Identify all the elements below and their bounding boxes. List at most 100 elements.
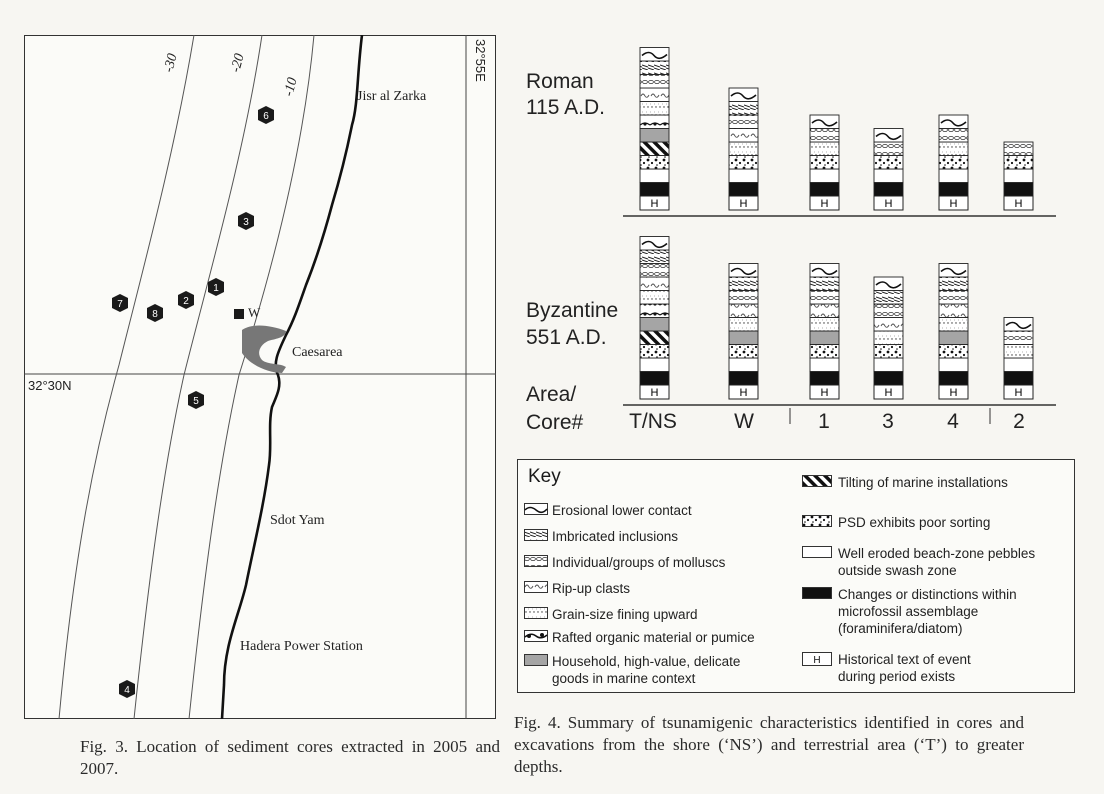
- layer-moll: [639, 263, 670, 278]
- layer-tilt: [639, 330, 670, 345]
- label-longitude: 32°55E: [473, 39, 488, 82]
- coastline: [220, 35, 364, 719]
- layer-tilt: [639, 141, 670, 156]
- roman-period-name: Roman: [526, 70, 594, 93]
- historical-text-mark: H: [885, 387, 893, 399]
- layer-moll: [1003, 141, 1034, 156]
- historical-text-mark: H: [950, 387, 958, 399]
- byzantine-column-2: H: [1003, 317, 1034, 400]
- svg-text:4: 4: [124, 685, 130, 696]
- contour-label-20: -20: [228, 52, 247, 74]
- layer-fine: [728, 141, 759, 156]
- area-label-line2: Core#: [526, 411, 584, 434]
- layer-psd: [728, 344, 759, 359]
- byzantine-column-4: H: [938, 263, 969, 400]
- layer-moll: [728, 290, 759, 305]
- core-4-marker: 4: [119, 680, 135, 698]
- layer-white: [1003, 357, 1034, 372]
- layer-moll: [639, 74, 670, 89]
- layer-rip: [938, 303, 969, 318]
- column-label-w: W: [734, 410, 754, 433]
- contour-label-10: -10: [281, 76, 300, 98]
- area-label-line1: Area/: [526, 383, 576, 406]
- historical-text-mark: H: [651, 198, 659, 210]
- historical-text-mark: H: [651, 387, 659, 399]
- erosional-contact-line: [641, 240, 668, 249]
- layer-white: [728, 357, 759, 372]
- core-2-marker: 2: [178, 291, 194, 309]
- byzantine-column-1: H: [809, 263, 840, 400]
- key-title: Key: [528, 466, 561, 487]
- core-summary-figure: Roman 115 A.D. Byzantine 551 A.D. Area/ …: [526, 47, 1056, 434]
- layer-fine: [639, 290, 670, 305]
- site-w-marker: [234, 309, 244, 319]
- layer-imb: [728, 101, 759, 116]
- layer-grey: [639, 128, 670, 143]
- erosional-contact-line: [1005, 321, 1032, 330]
- layer-imb: [639, 60, 670, 75]
- historical-text-mark: H: [740, 387, 748, 399]
- layer-rip: [728, 303, 759, 318]
- label-hadera: Hadera Power Station: [240, 639, 363, 654]
- erosional-contact-line: [875, 281, 902, 289]
- roman-column-tns: H: [639, 47, 670, 211]
- layer-grey: [809, 330, 840, 345]
- byzantine-period-name: Byzantine: [526, 299, 618, 322]
- legend-key: Key Erosional lower contact Imbricated i…: [517, 459, 1075, 693]
- core-1-marker: 1: [208, 278, 224, 296]
- layer-white: [938, 168, 969, 183]
- core-3-marker: 3: [238, 212, 254, 230]
- svg-text:5: 5: [193, 396, 199, 407]
- roman-column-3: H: [873, 128, 904, 211]
- erosional-contact-line: [730, 267, 757, 276]
- roman-column-4: H: [938, 114, 969, 211]
- layer-psd: [809, 155, 840, 170]
- historical-text-mark: H: [821, 387, 829, 399]
- svg-text:6: 6: [263, 111, 269, 122]
- contour-label-30: -30: [161, 52, 180, 74]
- layer-raft: [639, 303, 670, 318]
- layer-fine: [1003, 344, 1034, 359]
- layer-white: [639, 168, 670, 183]
- layer-white: [728, 168, 759, 183]
- svg-text:2: 2: [183, 296, 189, 307]
- historical-text-mark: H: [740, 198, 748, 210]
- layer-psd: [873, 344, 904, 359]
- label-caesarea: Caesarea: [292, 345, 343, 360]
- layer-rip: [809, 303, 840, 318]
- location-map: -30 -20 -10 Jisr al Zarka Caesarea Sdot …: [24, 35, 496, 719]
- column-label-tns: T/NS: [629, 410, 677, 433]
- layer-white: [809, 357, 840, 372]
- layer-moll: [809, 290, 840, 305]
- layer-black: [809, 371, 840, 386]
- layer-white: [639, 357, 670, 372]
- svg-text:7: 7: [117, 299, 123, 310]
- layer-psd: [809, 344, 840, 359]
- byzantine-column-3: H: [873, 276, 904, 400]
- erosional-contact-line: [730, 92, 757, 100]
- layer-psd: [938, 155, 969, 170]
- erosional-contact-line: [811, 267, 838, 276]
- roman-period-date: 115 A.D.: [526, 96, 605, 119]
- fig4-caption: Fig. 4. Summary of tsunamigenic characte…: [514, 713, 1024, 776]
- site-w-label: W: [248, 305, 261, 320]
- contour-minus-10: [188, 35, 315, 719]
- layer-psd: [639, 344, 670, 359]
- caesarea-harbor: [242, 325, 286, 373]
- layer-rip: [639, 276, 670, 291]
- roman-column-2: H: [1003, 141, 1034, 211]
- layer-psd: [1003, 155, 1034, 170]
- layer-psd: [728, 155, 759, 170]
- svg-text:3: 3: [243, 217, 249, 228]
- erosional-contact-line: [940, 119, 967, 127]
- core-5-marker: 5: [188, 391, 204, 409]
- historical-text-mark: H: [885, 198, 893, 210]
- layer-psd: [639, 155, 670, 170]
- layer-rip: [873, 317, 904, 332]
- svg-text:1: 1: [213, 283, 219, 294]
- layer-black: [873, 182, 904, 197]
- layer-moll: [873, 141, 904, 156]
- layer-white: [873, 357, 904, 372]
- label-sdot-yam: Sdot Yam: [270, 513, 325, 528]
